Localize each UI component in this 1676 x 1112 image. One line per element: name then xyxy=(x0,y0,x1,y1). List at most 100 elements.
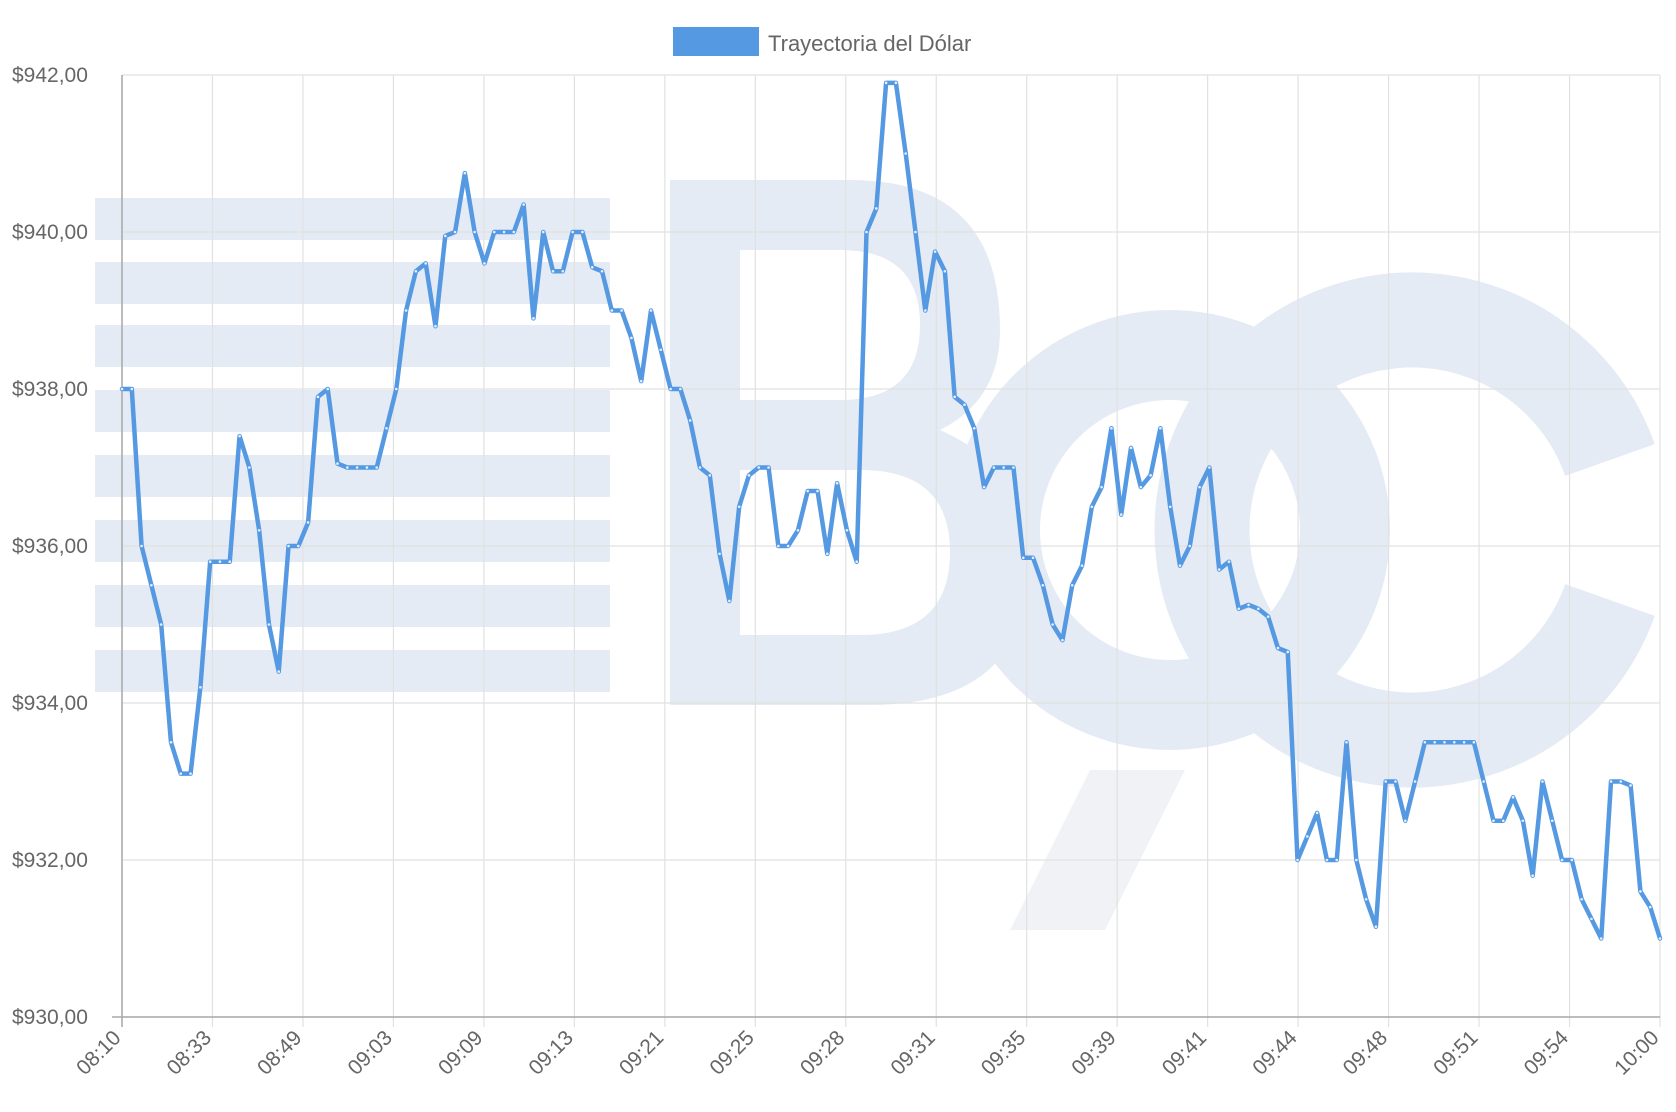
legend[interactable]: Trayectoria del Dólar xyxy=(673,27,971,56)
data-point xyxy=(1403,819,1407,823)
data-point xyxy=(1247,603,1250,607)
data-point xyxy=(923,309,927,312)
data-point xyxy=(140,544,143,548)
data-point xyxy=(1452,740,1456,744)
data-point xyxy=(179,772,183,775)
data-point xyxy=(1002,466,1005,469)
data-point xyxy=(1492,819,1495,823)
data-point xyxy=(541,230,545,234)
data-point xyxy=(688,419,692,422)
x-tick-label: 09:35 xyxy=(977,1026,1030,1079)
data-point xyxy=(1560,858,1564,862)
data-point xyxy=(1080,564,1084,567)
x-tick-label: 09:44 xyxy=(1248,1026,1302,1080)
data-point xyxy=(904,152,907,155)
data-point xyxy=(130,387,134,391)
y-tick-label: $938,00 xyxy=(12,378,88,401)
data-point xyxy=(590,266,594,269)
data-point xyxy=(777,544,780,548)
data-point xyxy=(767,466,770,469)
data-point xyxy=(1198,485,1201,489)
x-tick-label: 09:28 xyxy=(796,1026,849,1079)
data-point xyxy=(1296,858,1299,862)
data-point xyxy=(845,529,849,532)
watermark-stripe xyxy=(95,520,610,562)
watermark-stripe xyxy=(95,455,610,497)
data-point xyxy=(1217,568,1221,571)
data-point xyxy=(1012,466,1015,469)
y-tick-label: $936,00 xyxy=(12,535,88,558)
x-tick-label: 08:49 xyxy=(253,1026,306,1079)
watermark-letter xyxy=(1154,272,1655,788)
data-point xyxy=(1531,874,1534,877)
data-point xyxy=(1658,937,1662,940)
data-point xyxy=(483,262,486,265)
data-point xyxy=(855,560,859,563)
data-point xyxy=(169,740,173,744)
y-axis-ticks: $942,00 $940,00 $938,00 $936,00 $934,00 $932,… xyxy=(12,64,88,1029)
data-point xyxy=(1031,556,1035,560)
data-point xyxy=(1110,426,1113,430)
watermark-stripe xyxy=(95,585,610,627)
watermark-letter xyxy=(950,310,1390,750)
data-point xyxy=(532,317,535,320)
data-point xyxy=(669,387,672,391)
x-tick-label: 09:51 xyxy=(1429,1026,1482,1079)
data-point xyxy=(1159,426,1162,430)
data-point xyxy=(1443,740,1446,744)
data-point xyxy=(1570,858,1574,862)
data-point xyxy=(473,230,476,234)
x-tick-label: 08:33 xyxy=(163,1026,216,1079)
watermark-stripe xyxy=(95,390,610,432)
data-point xyxy=(522,203,525,206)
axes xyxy=(112,75,1660,1027)
legend-swatch xyxy=(673,27,759,56)
data-point xyxy=(933,250,937,253)
data-point xyxy=(453,230,457,234)
data-point xyxy=(1266,615,1270,618)
data-point xyxy=(1472,740,1476,744)
x-tick-label: 08:10 xyxy=(72,1026,125,1079)
data-point xyxy=(1394,780,1397,783)
data-point xyxy=(287,544,290,548)
data-point xyxy=(1021,556,1025,560)
data-point xyxy=(1100,485,1103,489)
data-point xyxy=(620,309,623,312)
watermark-letter xyxy=(670,180,1030,705)
data-point xyxy=(1227,560,1231,563)
data-point xyxy=(796,529,800,532)
data-point xyxy=(463,171,467,175)
series-layer xyxy=(119,80,1663,941)
x-tick-label: 09:25 xyxy=(705,1026,758,1079)
data-point xyxy=(492,230,496,234)
data-point xyxy=(571,230,574,234)
data-point xyxy=(218,560,222,563)
data-point xyxy=(443,234,447,238)
data-point xyxy=(972,426,976,430)
data-point xyxy=(1413,780,1417,783)
data-point xyxy=(747,474,751,477)
data-point xyxy=(248,466,251,469)
x-tick-label: 09:31 xyxy=(886,1026,939,1079)
y-tick-label: $932,00 xyxy=(12,849,88,872)
data-point xyxy=(375,466,379,469)
y-tick-label: $942,00 xyxy=(12,64,88,87)
data-point xyxy=(884,81,888,85)
data-point xyxy=(1384,780,1388,783)
data-point xyxy=(159,623,163,626)
data-point xyxy=(610,309,614,312)
data-point xyxy=(394,387,398,391)
data-point xyxy=(326,387,330,391)
data-point xyxy=(1462,740,1466,744)
data-point xyxy=(1374,925,1378,929)
data-point xyxy=(306,521,310,524)
data-point xyxy=(1423,740,1427,744)
data-point xyxy=(1521,819,1525,823)
data-point xyxy=(1168,505,1172,509)
data-point xyxy=(316,395,320,399)
data-point xyxy=(1139,485,1143,489)
watermark-stripe xyxy=(95,650,610,692)
data-point xyxy=(737,505,741,509)
data-point xyxy=(1590,917,1593,921)
